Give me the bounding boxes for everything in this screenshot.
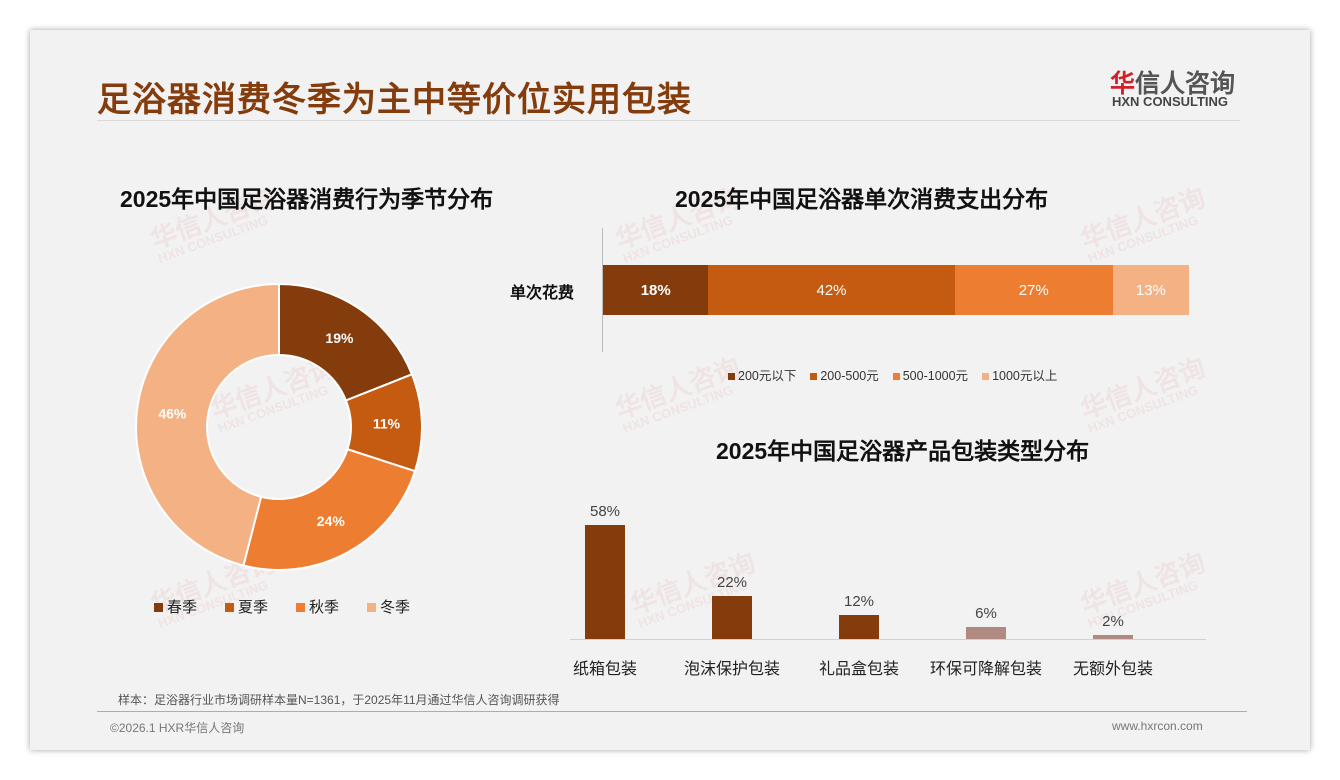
segment-label: 27% [1018,281,1049,299]
legend-item: 500-1000元 [892,365,969,384]
bar-value-label: 12% [843,593,875,611]
legend-label: 春季 [167,599,198,616]
donut-label: 11% [373,416,401,432]
title-divider [97,120,1240,121]
stacked-category: 单次花费 [510,285,575,302]
bar-category-label: 环保可降解包装 [929,661,1042,678]
legend-item: 春季 [154,596,197,617]
legend-swatch [728,373,735,380]
bar-value-label: 22% [716,573,748,591]
logo-en: HXN CONSULTING [1112,94,1229,109]
bar-title: 2025年中国足浴器产品包装类型分布 [716,438,1090,464]
donut-label: 24% [317,513,346,529]
donut-slice-0 [278,282,414,402]
legend-label: 冬季 [380,599,411,616]
stacked-segment: 42% [708,265,955,315]
donut-slice-2 [242,447,417,571]
bar-value-label: 58% [589,503,621,520]
donut-label: 19% [325,330,354,346]
legend-swatch [892,373,900,380]
stacked-axis [602,228,603,352]
footer-divider [97,711,1247,712]
legend-label: 500-1000元 [902,369,969,383]
donut-label: 46% [158,406,187,422]
donut-chart: 19% 11% 24% 46% [135,282,423,571]
stacked-title: 2025年中国足浴器单次消费支出分布 [675,186,1049,212]
bar-category-label: 纸箱包装 [572,661,637,678]
stacked-segment: 13% [1112,265,1189,315]
legend-item: 冬季 [367,596,410,617]
legend-label: 200-500元 [820,369,879,383]
legend-swatch [154,603,163,612]
legend-item: 夏季 [225,596,268,617]
donut-title: 2025年中国足浴器消费行为季节分布 [120,186,494,212]
bar [1093,635,1133,639]
bar [839,615,879,639]
stacked-segment: 18% [603,265,709,315]
donut-legend: 春季 夏季 秋季 冬季 [154,596,410,617]
legend-swatch [296,603,306,612]
sample-note: 样本：足浴器行业市场调研样本量N=1361，于2025年11月通过华信人咨询调研… [118,693,560,707]
legend-item: 200元以下 [728,365,796,384]
page-title: 足浴器消费冬季为主中等价位实用包装 [97,81,692,119]
legend-label: 1000元以上 [992,369,1058,383]
segment-label: 13% [1135,281,1166,299]
legend-swatch [982,373,990,380]
stacked-segment: 27% [954,265,1113,315]
bar [712,595,752,639]
logo-cn: 信人咨询 [1135,70,1236,98]
logo: 华信人咨询 [1110,64,1235,100]
segment-label: 18% [640,281,671,299]
legend-label: 秋季 [309,599,340,616]
legend-swatch [367,603,377,612]
bar-value-label: 2% [1102,613,1124,631]
legend-label: 200元以下 [738,369,797,383]
legend-item: 秋季 [296,596,339,617]
bar-baseline [570,639,1206,640]
bar-category-label: 无额外包装 [1072,661,1153,678]
bar [966,627,1006,639]
legend-item: 1000元以上 [982,365,1057,384]
legend-label: 夏季 [238,599,269,616]
legend-swatch [810,373,818,380]
bar-value-label: 6% [975,605,997,623]
donut-slice-3 [135,282,280,567]
legend-item: 200-500元 [810,365,879,384]
legend-swatch [225,603,235,612]
stacked-legend: 200元以下 200-500元 500-1000元 1000元以上 [728,365,1057,384]
bar-category-label: 礼品盒包装 [818,661,899,678]
copyright: ©2026.1 HXR华信人咨询 [110,721,245,735]
bar [585,525,625,639]
footer-url: www.hxrcon.com [1112,719,1203,733]
segment-label: 42% [816,281,847,299]
bar-category-label: 泡沫保护包装 [683,661,780,678]
slide: 足浴器消费冬季为主中等价位实用包装 华信人咨询 HXN CONSULTING 华… [30,30,1310,750]
logo-red: 华 [1110,70,1136,98]
stacked-bar: 18% 42% 27% 13% [603,265,1189,315]
